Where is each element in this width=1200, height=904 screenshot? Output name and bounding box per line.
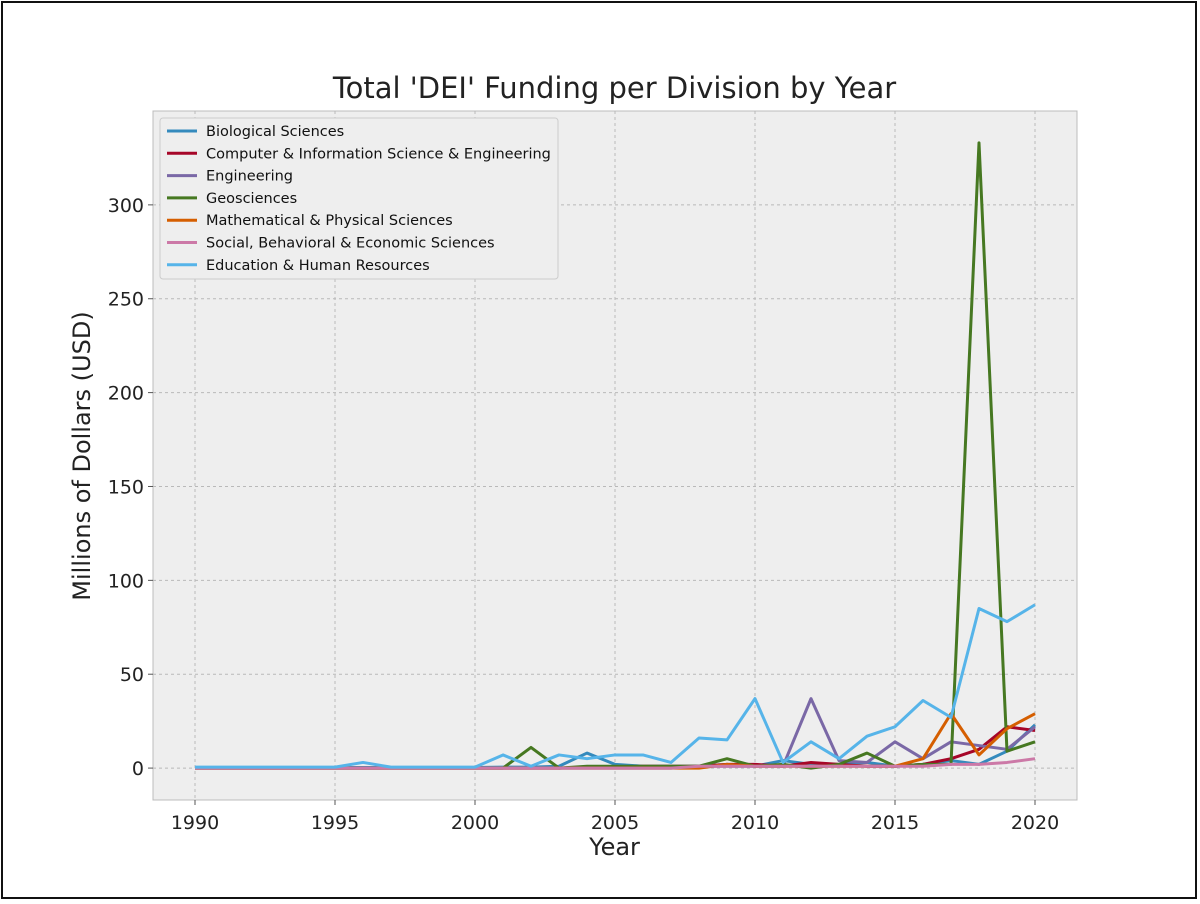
y-tick-label: 100 <box>108 570 144 592</box>
y-tick-label: 200 <box>108 383 144 405</box>
x-tick-label: 1995 <box>311 812 359 834</box>
legend-label-5: Social, Behavioral & Economic Sciences <box>206 236 495 252</box>
x-tick-label: 2000 <box>451 812 499 834</box>
y-tick-label: 150 <box>108 476 144 498</box>
y-tick-label: 300 <box>108 195 144 217</box>
chart-title: Total 'DEI' Funding per Division by Year <box>332 71 896 105</box>
y-tick-label: 250 <box>108 289 144 311</box>
x-tick-label: 2010 <box>731 812 779 834</box>
legend-label-6: Education & Human Resources <box>206 258 430 274</box>
legend: Biological Sciences Computer & Informatio… <box>159 117 559 280</box>
legend-label-4: Mathematical & Physical Sciences <box>206 213 453 229</box>
y-axis-label: Millions of Dollars (USD) <box>68 311 96 600</box>
x-tick-label: 1990 <box>171 812 219 834</box>
y-tick-label: 0 <box>132 758 144 780</box>
x-tick-label: 2015 <box>871 812 919 834</box>
data-series <box>195 141 1037 770</box>
x-tick-label: 2020 <box>1011 812 1059 834</box>
x-axis-label: Year <box>588 833 640 861</box>
legend-label-2: Engineering <box>206 169 293 185</box>
x-tick-label: 2005 <box>591 812 639 834</box>
legend-label-0: Biological Sciences <box>206 124 344 140</box>
legend-box <box>159 117 559 280</box>
legend-label-1: Computer & Information Science & Enginee… <box>206 146 551 162</box>
series-line-6 <box>195 603 1036 769</box>
y-tick-label: 50 <box>120 664 144 686</box>
axis-ticks: 1990 1995 2000 2005 2010 2015 2020 0 50 100 150 200… <box>108 195 1059 834</box>
legend-label-3: Geosciences <box>206 191 297 207</box>
